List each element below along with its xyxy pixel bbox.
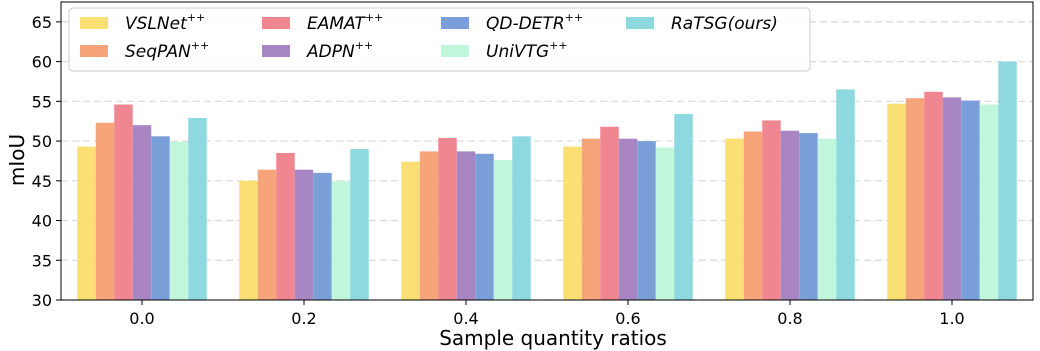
legend-label-name: RaTSG(ours) [671, 14, 778, 34]
x-tick-label: 0.6 [615, 309, 640, 328]
x-tick-label: 0.4 [453, 309, 478, 328]
legend-label: ADPN++ [306, 39, 373, 62]
bar [762, 120, 781, 300]
y-tick-label: 65 [32, 13, 52, 32]
legend-swatch [626, 17, 654, 29]
legend-swatch [262, 45, 290, 57]
legend-swatch [441, 45, 469, 57]
bar [169, 141, 189, 300]
legend-label-superscript: ++ [187, 11, 205, 24]
y-tick-label: 45 [32, 172, 52, 191]
bar [998, 61, 1017, 300]
bar [817, 138, 837, 300]
bar [600, 126, 619, 300]
bar [887, 103, 906, 300]
bar [780, 130, 800, 300]
y-axis-title: mIoU [5, 134, 29, 186]
legend-label: SeqPAN++ [125, 39, 209, 62]
bar [725, 138, 744, 300]
bar [942, 97, 962, 300]
bar [419, 151, 439, 300]
legend-label-superscript: ++ [365, 11, 383, 24]
legend-label-name: VSLNet [125, 14, 188, 34]
legend-label-superscript: ++ [565, 11, 583, 24]
y-tick-label: 50 [32, 132, 52, 151]
bar [257, 169, 277, 300]
bar [438, 137, 457, 300]
x-tick-label: 0.8 [777, 309, 802, 328]
y-axis-ticks: 30 35 40 45 50 55 60 65 [32, 13, 61, 310]
legend-swatch [262, 17, 290, 29]
x-tick-label: 0.2 [291, 309, 316, 328]
legend-label-superscript: ++ [355, 39, 373, 52]
legend-box [68, 7, 811, 72]
legend-label: EAMAT++ [307, 11, 383, 34]
bar [95, 122, 115, 300]
bar [132, 125, 152, 300]
bar [350, 149, 369, 300]
legend-label: RaTSG(ours) [671, 14, 778, 34]
bar [239, 180, 258, 300]
bar [276, 152, 295, 300]
y-tick-label: 30 [32, 291, 52, 310]
bar [618, 138, 638, 300]
y-tick-label: 40 [32, 212, 52, 231]
bar [151, 136, 170, 300]
legend-label-name: ADPN [306, 42, 355, 62]
bar [294, 169, 314, 300]
bar [114, 104, 133, 301]
x-tick-label: 0.0 [129, 309, 154, 328]
bar [961, 100, 980, 300]
bar [493, 160, 513, 300]
bar [924, 91, 943, 300]
legend: VSLNet++SeqPAN++EAMAT++ADPN++QD-DETR++Un… [68, 7, 811, 72]
bar [331, 180, 351, 300]
bar [905, 98, 925, 300]
bar [655, 147, 675, 300]
bar [475, 153, 494, 300]
legend-label: VSLNet++ [125, 11, 205, 34]
bar [743, 131, 763, 300]
bar [313, 172, 332, 300]
legend-label-name: UniVTG [486, 42, 549, 62]
x-axis-title: Sample quantity ratios [439, 326, 667, 350]
bar [637, 141, 656, 300]
legend-label-superscript: ++ [549, 39, 567, 52]
y-tick-label: 35 [32, 251, 52, 270]
bars [77, 61, 1017, 301]
legend-label-superscript: ++ [191, 39, 209, 52]
legend-label-name: EAMAT [307, 14, 366, 34]
x-axis-ticks: 0.0 0.2 0.4 0.6 0.8 1.0 [129, 300, 965, 328]
plot-frame [60, 1, 1034, 301]
bar [581, 138, 601, 300]
bar [836, 89, 855, 300]
bar [674, 114, 693, 300]
legend-swatch [80, 45, 108, 57]
legend-swatch [80, 17, 108, 29]
bar [77, 146, 96, 300]
y-tick-label: 55 [32, 92, 52, 111]
bar [979, 104, 999, 301]
bar [188, 118, 207, 300]
bar [563, 146, 582, 300]
x-tick-label: 1.0 [939, 309, 964, 328]
legend-label: QD-DETR++ [486, 11, 583, 34]
bar [799, 133, 818, 300]
legend-label: UniVTG++ [486, 39, 568, 62]
bar [401, 161, 420, 300]
legend-label-name: SeqPAN [125, 42, 191, 62]
bar [512, 136, 531, 300]
y-tick-label: 60 [32, 53, 52, 72]
bar [456, 151, 476, 300]
legend-swatch [441, 17, 469, 29]
legend-label-name: QD-DETR [486, 14, 565, 34]
